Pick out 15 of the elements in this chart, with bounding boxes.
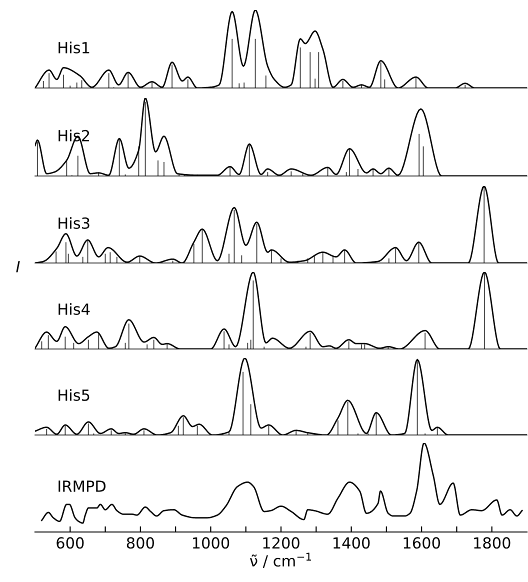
series-label: His3	[58, 217, 90, 229]
series-label: His1	[58, 42, 90, 54]
x-tick-label: 1000	[192, 537, 230, 549]
x-tick-label: 1200	[263, 537, 300, 549]
x-tick-label: 600	[56, 537, 84, 549]
series-label: His2	[58, 130, 90, 142]
series-label: His5	[58, 389, 90, 401]
x-tick-label: 1800	[474, 537, 510, 549]
x-tick-label: 800	[126, 537, 154, 549]
x-axis-title: ν̃ / cm$^{−1}$	[250, 552, 312, 568]
x-tick-label: 1400	[334, 537, 370, 549]
series-label: His4	[58, 303, 90, 315]
x-tick-label: 1600	[404, 537, 440, 549]
series-label: IRMPD	[58, 480, 106, 492]
y-axis-title: I	[16, 261, 20, 272]
